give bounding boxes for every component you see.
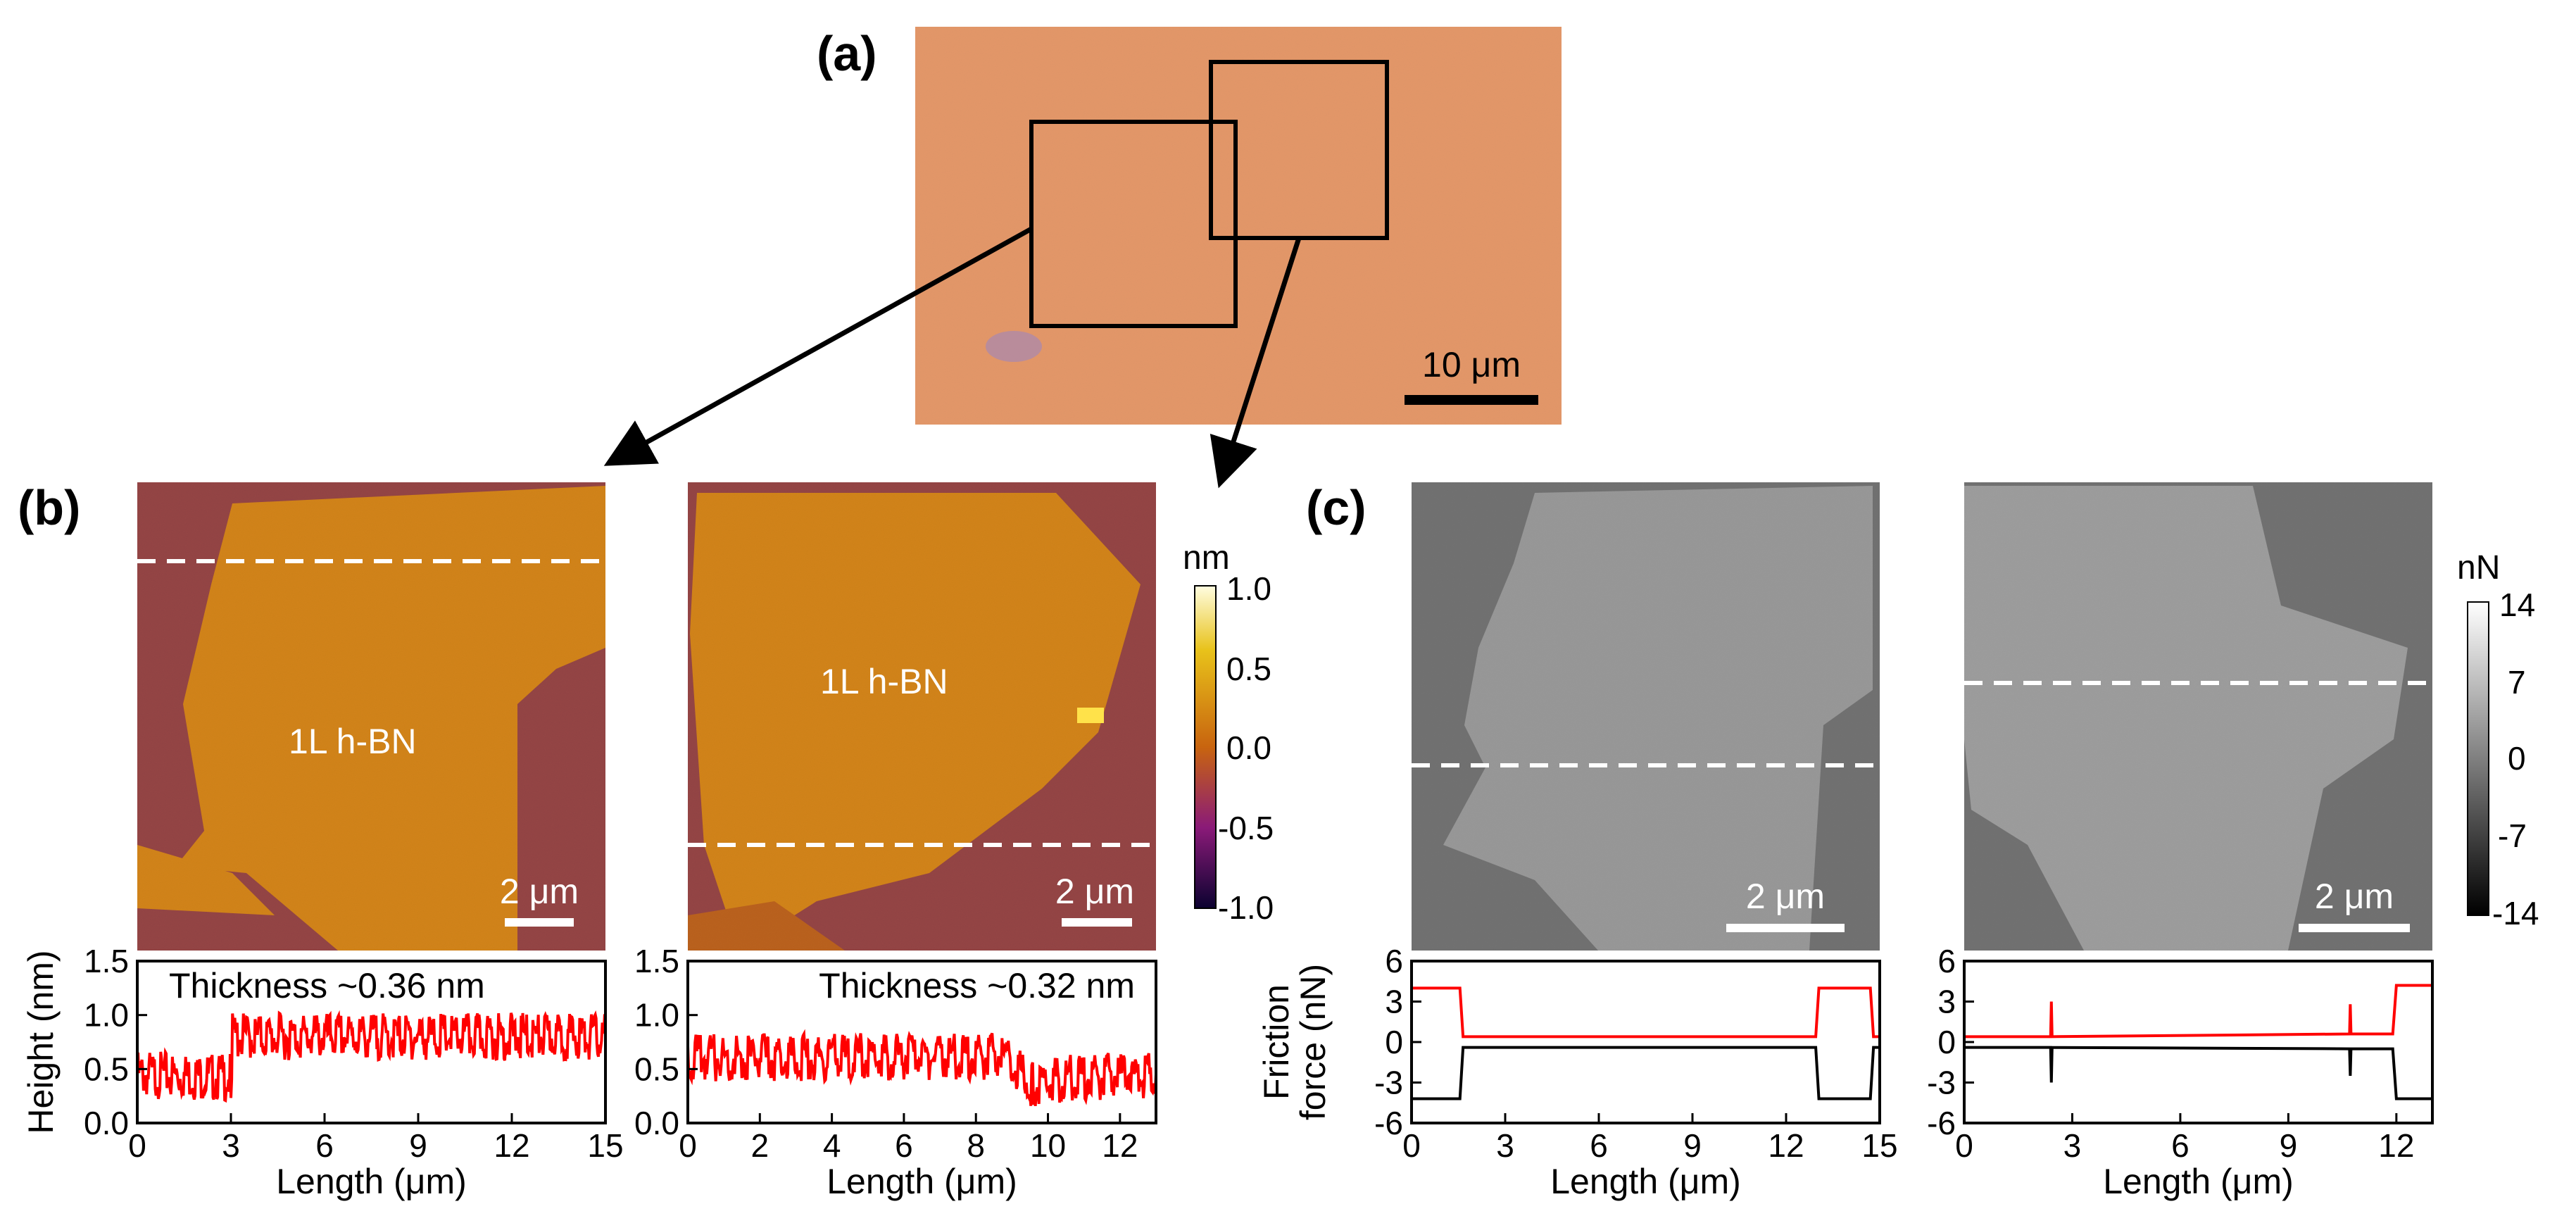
- x-tick-label: 12: [1768, 1127, 1804, 1164]
- y-tick-label: -3: [1374, 1065, 1403, 1101]
- colorbar-unit: nN: [2457, 549, 2500, 587]
- y-tick-label: 1.0: [84, 997, 129, 1034]
- friction-map-left: 2 μm: [1412, 482, 1880, 951]
- y-tick-label: 0: [1937, 1024, 1956, 1060]
- series-trace: [1412, 986, 1880, 1039]
- scale-bar-label: 2 μm: [500, 872, 579, 911]
- series-trace: [1964, 984, 2432, 1039]
- x-tick-label: 3: [2063, 1127, 2082, 1164]
- x-tick-label: 0: [1955, 1127, 1973, 1164]
- y-tick-label: -6: [1374, 1105, 1403, 1141]
- x-tick-label: 2: [751, 1127, 769, 1164]
- map-annotation: 1L h-BN: [820, 662, 948, 701]
- x-axis-label: Length (μm): [827, 1162, 1017, 1201]
- y-tick-label: 1.5: [84, 943, 129, 979]
- panel-label-b: (b): [18, 480, 80, 535]
- height-map-right: 1L h-BN 2 μm: [688, 482, 1156, 951]
- y-axis-label: Height (nm): [21, 950, 61, 1134]
- y-tick-label: 3: [1937, 984, 1956, 1020]
- roi-box-left: [1029, 120, 1238, 328]
- colorbar-friction: nN 14 7 0 -7 -14: [2457, 549, 2539, 932]
- y-tick-label: 1.5: [634, 943, 679, 979]
- colorbar-tick: 0: [2508, 740, 2526, 777]
- profile-annotation: Thickness ~0.32 nm: [819, 966, 1135, 1005]
- plot-frame: [136, 960, 607, 1124]
- y-tick-label: 0.5: [84, 1050, 129, 1087]
- series-retrace: [1412, 1046, 1880, 1100]
- x-tick-label: 0: [128, 1127, 146, 1164]
- y-tick-label: 0: [1385, 1024, 1403, 1060]
- colorbar-tick: -14: [2492, 895, 2539, 932]
- plot-frame: [1410, 960, 1881, 1124]
- series-height: [136, 1010, 607, 1103]
- x-tick-label: 15: [587, 1127, 623, 1164]
- y-tick-label: 6: [1385, 943, 1403, 979]
- x-tick-label: 12: [1102, 1127, 1138, 1164]
- colorbar-unit: nm: [1183, 539, 1230, 577]
- y-tick-label: 3: [1385, 984, 1403, 1020]
- colorbar-tick: -1.0: [1218, 889, 1274, 926]
- scale-bar-label: 2 μm: [1746, 877, 1825, 916]
- y-tick-label: -3: [1927, 1065, 1956, 1101]
- colorbar-tick: -7: [2498, 817, 2527, 854]
- profile-annotation: Thickness ~0.36 nm: [169, 966, 485, 1005]
- plot-frame: [1963, 960, 2434, 1124]
- height-map-left: 1L h-BN 2 μm: [137, 482, 605, 951]
- y-tick-label: 0.0: [84, 1105, 129, 1141]
- x-tick-label: 3: [222, 1127, 240, 1164]
- y-tick-label: 6: [1937, 943, 1956, 979]
- x-tick-label: 12: [494, 1127, 529, 1164]
- x-tick-label: 6: [2171, 1127, 2189, 1164]
- x-tick-label: 9: [1683, 1127, 1702, 1164]
- arrow-to-left-map: [603, 226, 1033, 466]
- x-tick-label: 4: [823, 1127, 841, 1164]
- scale-bar-label: 2 μm: [1055, 872, 1134, 911]
- height-profile-left: 0 3 6 9 12 15 0.0 0.5 1.0 1.5 Length (μm) Height (n…: [21, 943, 624, 1201]
- scale-bar-a-label: 10 μm: [1422, 345, 1521, 384]
- x-axis-label: Length (μm): [276, 1162, 467, 1201]
- colorbar-tick: 14: [2499, 587, 2535, 623]
- x-tick-label: 12: [2378, 1127, 2414, 1164]
- y-tick-label: -6: [1927, 1105, 1956, 1141]
- colorbar-tick: -0.5: [1218, 810, 1274, 846]
- x-tick-label: 8: [967, 1127, 985, 1164]
- series-height: [686, 1029, 1157, 1106]
- panel-label-c: (c): [1306, 480, 1366, 535]
- arrow-to-right-map: [1210, 237, 1302, 489]
- x-tick-label: 6: [315, 1127, 334, 1164]
- x-tick-label: 9: [2280, 1127, 2298, 1164]
- x-tick-label: 3: [1496, 1127, 1514, 1164]
- y-axis-label: Frictionforce (nN): [1257, 964, 1333, 1120]
- x-axis-label: Length (μm): [2103, 1162, 2294, 1201]
- x-tick-label: 15: [1861, 1127, 1897, 1164]
- panel-label-a: (a): [817, 26, 877, 81]
- colorbar-tick: 1.0: [1226, 570, 1271, 607]
- y-tick-label: 0.5: [634, 1050, 679, 1087]
- x-tick-label: 6: [1590, 1127, 1608, 1164]
- x-tick-label: 10: [1030, 1127, 1066, 1164]
- colorbar-tick: 0.5: [1226, 651, 1271, 687]
- friction-map-right: 2 μm: [1964, 482, 2432, 951]
- x-tick-label: 6: [895, 1127, 913, 1164]
- optical-image: 10 μm: [915, 27, 1562, 425]
- map-annotation: 1L h-BN: [289, 722, 417, 761]
- plot-frame: [686, 960, 1157, 1124]
- y-tick-label: 1.0: [634, 997, 679, 1034]
- colorbar-tick: 0.0: [1226, 729, 1271, 766]
- x-tick-label: 0: [679, 1127, 697, 1164]
- x-axis-label: Length (μm): [1550, 1162, 1741, 1201]
- scale-bar-label: 2 μm: [2315, 877, 2394, 916]
- height-profile-right: 0 2 4 6 8 10 12 0.0 0.5 1.0 1.5 Length (μm) Thicknes…: [634, 943, 1157, 1201]
- y-tick-label: 0.0: [634, 1105, 679, 1141]
- x-tick-label: 0: [1402, 1127, 1421, 1164]
- x-tick-label: 9: [409, 1127, 427, 1164]
- colorbar-height: nm 1.0 0.5 0.0 -0.5 -1.0: [1183, 539, 1274, 926]
- series-retrace: [1964, 1046, 2432, 1100]
- colorbar-tick: 7: [2508, 664, 2526, 701]
